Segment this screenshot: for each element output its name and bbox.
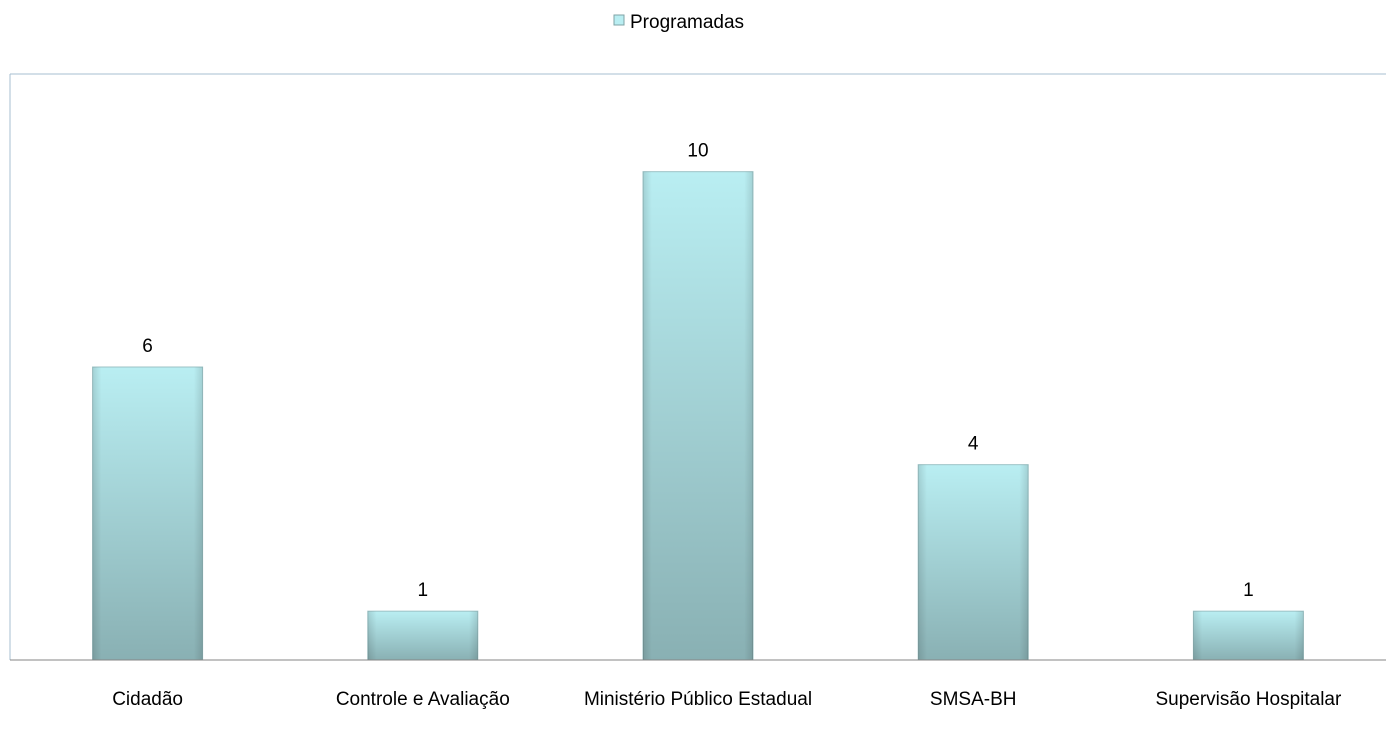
x-tick-label: Supervisão Hospitalar: [1155, 689, 1342, 710]
bar-shade: [643, 171, 753, 660]
bar-shade: [918, 464, 1029, 660]
legend-label: Programadas: [630, 12, 744, 33]
value-label: 1: [1243, 580, 1254, 601]
value-label: 4: [968, 434, 979, 455]
x-tick-label: SMSA-BH: [929, 689, 1017, 710]
legend-swatch: [613, 14, 625, 26]
x-tick-label: Ministério Público Estadual: [583, 689, 813, 710]
x-tick-label: Controle e Avaliação: [335, 689, 510, 710]
bar-shade: [367, 611, 478, 660]
x-tick-label: Cidadão: [112, 689, 183, 710]
bar-shade: [1193, 611, 1304, 660]
value-label: 1: [418, 580, 429, 601]
value-label: 6: [142, 336, 153, 357]
bar-shade: [92, 367, 203, 660]
value-label: 10: [687, 141, 708, 162]
